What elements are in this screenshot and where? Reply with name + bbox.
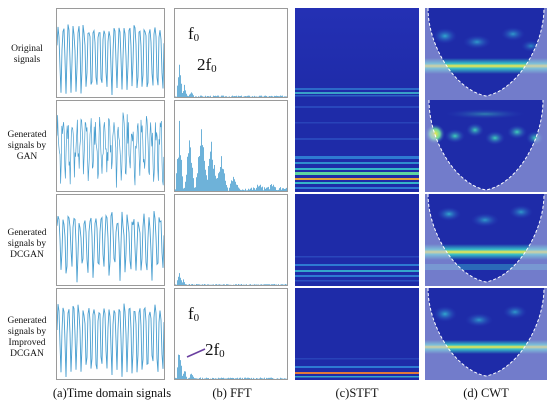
stft-panel-dcgan <box>295 194 419 286</box>
time-panel-gan <box>56 100 165 192</box>
row-label-original: Original signals <box>11 44 43 65</box>
row-label-dcgan: Generated signals by DCGAN <box>7 228 47 260</box>
cwt-panel-gan <box>425 100 547 192</box>
cwt-panel-original <box>425 8 547 100</box>
fft-panel-original <box>174 8 288 98</box>
row-label-gan: Generated signals by GAN <box>7 130 47 162</box>
cwt-panel-dcgan <box>425 194 547 286</box>
time-panel-original <box>56 8 165 98</box>
fft-panel-gan <box>174 100 288 192</box>
fft-panel-improved-dcgan <box>174 288 288 380</box>
stft-panel-original <box>295 8 419 100</box>
cwt-panel-improved-dcgan <box>425 288 547 380</box>
stft-panel-gan <box>295 100 419 192</box>
time-panel-dcgan <box>56 194 165 286</box>
column-label-stft: (c)STFT <box>335 386 379 400</box>
row-label-improved-dcgan: Generated signals by Improved DCGAN <box>7 316 47 359</box>
label-f0-original: f0 <box>188 24 200 44</box>
fft-panel-dcgan <box>174 194 288 286</box>
label-2f0-original: 2f0 <box>197 55 217 75</box>
label-2f0-improved: 2f0 <box>205 340 225 360</box>
column-label-fft: (b) FFT <box>212 386 252 400</box>
label-f0-improved: f0 <box>188 304 200 324</box>
time-panel-improved-dcgan <box>56 288 165 380</box>
column-label-time: (a)Time domain signals <box>52 386 172 400</box>
column-label-cwt: (d) CWT <box>463 386 509 400</box>
stft-panel-improved-dcgan <box>295 288 419 380</box>
harmonic-arrow <box>186 348 206 358</box>
